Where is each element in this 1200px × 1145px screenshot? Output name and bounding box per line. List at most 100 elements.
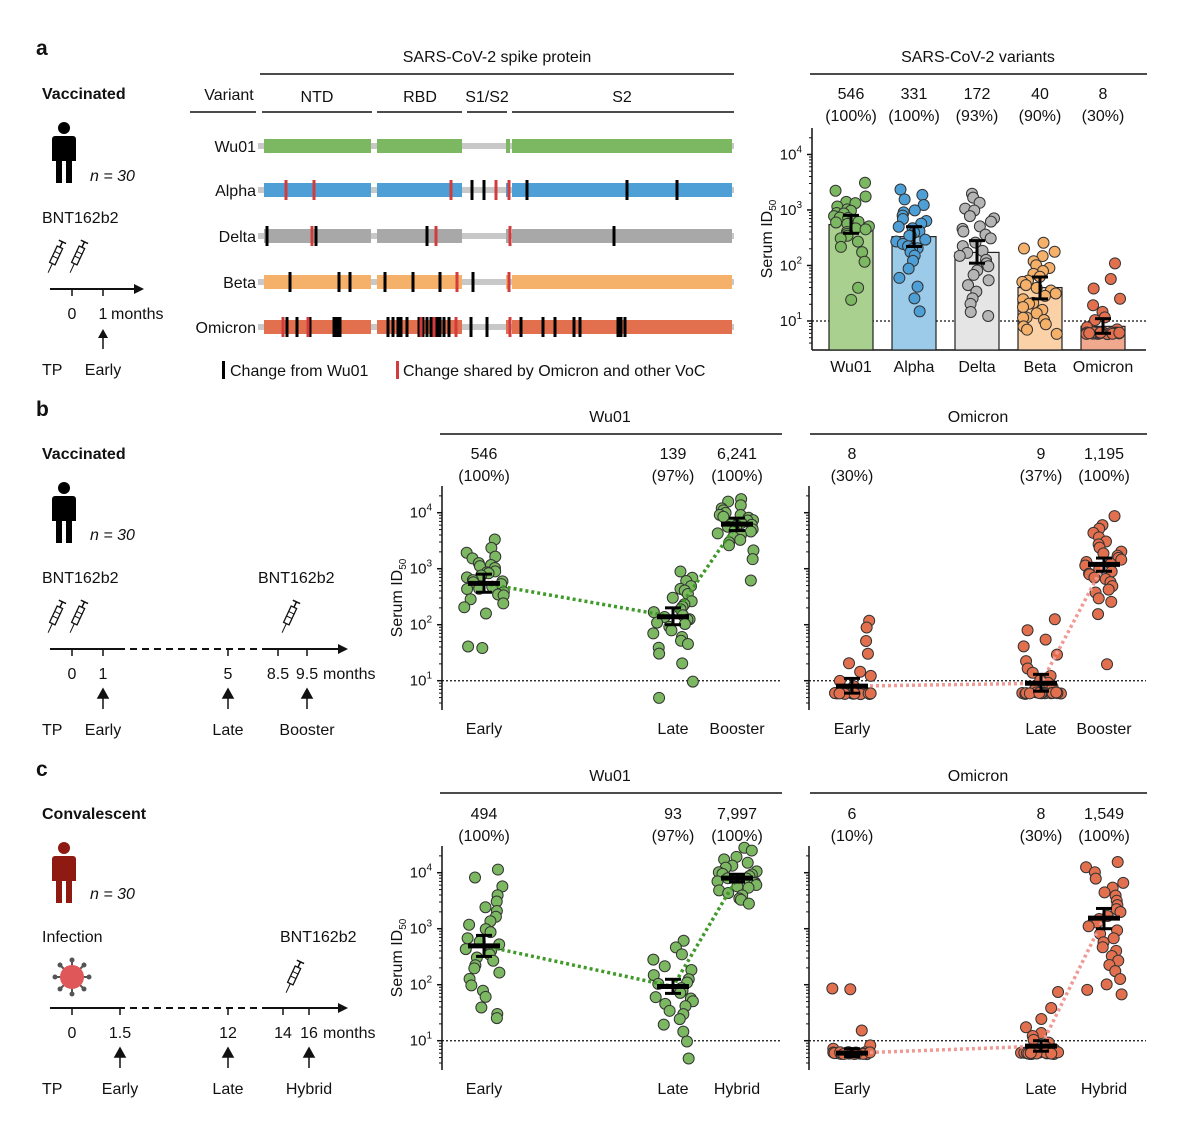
mutation-mark-red: [508, 226, 512, 246]
data-point: [845, 293, 858, 306]
data-point: [982, 274, 995, 287]
data-point: [864, 687, 877, 700]
mutation-mark-black: [625, 180, 629, 200]
pct-label: (100%): [458, 468, 510, 485]
mutation-mark-black: [425, 226, 429, 246]
data-point: [465, 979, 478, 992]
y-axis-label: Serum ID50: [759, 199, 779, 278]
timeline-unit: months: [323, 1025, 375, 1042]
mutation-mark-black: [348, 272, 352, 292]
data-point: [1039, 633, 1052, 646]
data-point: [475, 1001, 488, 1014]
y-tick-label: 103: [410, 559, 433, 578]
timeline-tick: 1: [99, 306, 108, 323]
data-point: [973, 220, 986, 233]
spike-variant-rows: Wu01 Alpha Delta Beta Omicron: [196, 139, 734, 337]
pct-label: (100%): [888, 108, 940, 125]
mutation-mark-black: [471, 272, 475, 292]
timeline-tick: 9.5: [296, 666, 318, 683]
timeline-tick: 1.5: [109, 1025, 131, 1042]
spike-domain-segment: [377, 275, 462, 289]
data-point: [1083, 327, 1096, 340]
data-point: [493, 966, 506, 979]
data-point: [967, 268, 980, 281]
mutation-mark-red: [432, 317, 436, 337]
data-point: [458, 601, 471, 614]
mutation-mark-black: [438, 272, 442, 292]
mutation-mark-black: [332, 317, 336, 337]
pct-label: (97%): [652, 468, 695, 485]
mutation-mark-red: [434, 226, 438, 246]
data-point: [963, 210, 976, 223]
mutation-mark-black: [519, 317, 523, 337]
gmt-label: 546: [838, 86, 865, 103]
x-tick-label: Early: [834, 721, 870, 738]
variant-label: Delta: [219, 229, 256, 246]
vaccine-label-b2: BNT162b2: [258, 570, 335, 587]
data-point: [1111, 856, 1124, 869]
mutation-mark-black: [337, 272, 341, 292]
data-point: [463, 918, 476, 931]
data-point: [1021, 323, 1034, 336]
mutation-mark-black: [429, 317, 433, 337]
tp-value: Early: [85, 362, 121, 379]
data-point: [1021, 624, 1034, 637]
x-tick-label: Alpha: [894, 359, 935, 376]
data-point: [859, 223, 872, 236]
data-point: [497, 597, 510, 610]
chart-title-b-omicron: Omicron: [948, 409, 1008, 426]
timeline-tick: 0: [68, 666, 77, 683]
data-point: [984, 215, 997, 228]
variants-chart-title: SARS-CoV-2 variants: [901, 49, 1055, 66]
omicron-scatter-c: Early 6 (10%) Late 8 (30%) Hybrid 1,549 (100%): [804, 806, 1146, 1098]
mutation-mark-black: [383, 272, 387, 292]
data-point: [916, 188, 929, 201]
data-point: [864, 669, 877, 682]
trend-line: [483, 877, 739, 989]
vaccine-label-c: BNT162b2: [280, 929, 357, 946]
timeline-axis: [50, 1003, 348, 1015]
mutation-mark-red: [508, 317, 512, 337]
data-point: [1020, 1021, 1033, 1034]
data-point: [1039, 318, 1052, 331]
x-tick-label: Delta: [958, 359, 995, 376]
y-tick-label: 104: [410, 863, 433, 882]
data-point: [1037, 236, 1050, 249]
y-tick-label: 101: [410, 1031, 433, 1050]
data-point: [676, 657, 689, 670]
spike-domain-segment: [512, 229, 732, 243]
mutation-mark-black: [335, 317, 339, 337]
gmt-label: 494: [471, 806, 498, 823]
mutation-mark-black: [288, 272, 292, 292]
data-point: [957, 225, 970, 238]
spike-row-omicron: Omicron: [196, 317, 734, 337]
data-point: [830, 216, 843, 229]
domain-label: NTD: [301, 89, 334, 106]
data-point: [844, 983, 857, 996]
x-tick-label: Late: [1025, 1081, 1056, 1098]
x-tick-label: Early: [834, 1081, 870, 1098]
data-point: [686, 675, 699, 688]
spike-domain-segment: [264, 139, 371, 153]
data-point: [744, 525, 757, 538]
mutation-mark-black: [435, 317, 439, 337]
legend-black-label: Change from Wu01: [230, 363, 369, 380]
y-tick-label: 101: [410, 671, 433, 690]
mutation-mark-black: [525, 180, 529, 200]
x-tick-label: Late: [657, 1081, 688, 1098]
spike-domain-segment: [512, 275, 732, 289]
x-tick-label: Hybrid: [714, 1081, 760, 1098]
data-point: [964, 305, 977, 318]
mutation-mark-black: [391, 317, 395, 337]
data-point: [742, 897, 755, 910]
data-point: [1117, 876, 1130, 889]
data-point: [1092, 608, 1105, 621]
data-point: [742, 881, 755, 894]
pct-label: (10%): [831, 828, 874, 845]
data-point: [826, 982, 839, 995]
legend-red-mark: [396, 361, 399, 379]
data-point: [647, 627, 660, 640]
data-point: [858, 255, 871, 268]
data-point: [1098, 886, 1111, 899]
data-point: [1114, 905, 1127, 918]
